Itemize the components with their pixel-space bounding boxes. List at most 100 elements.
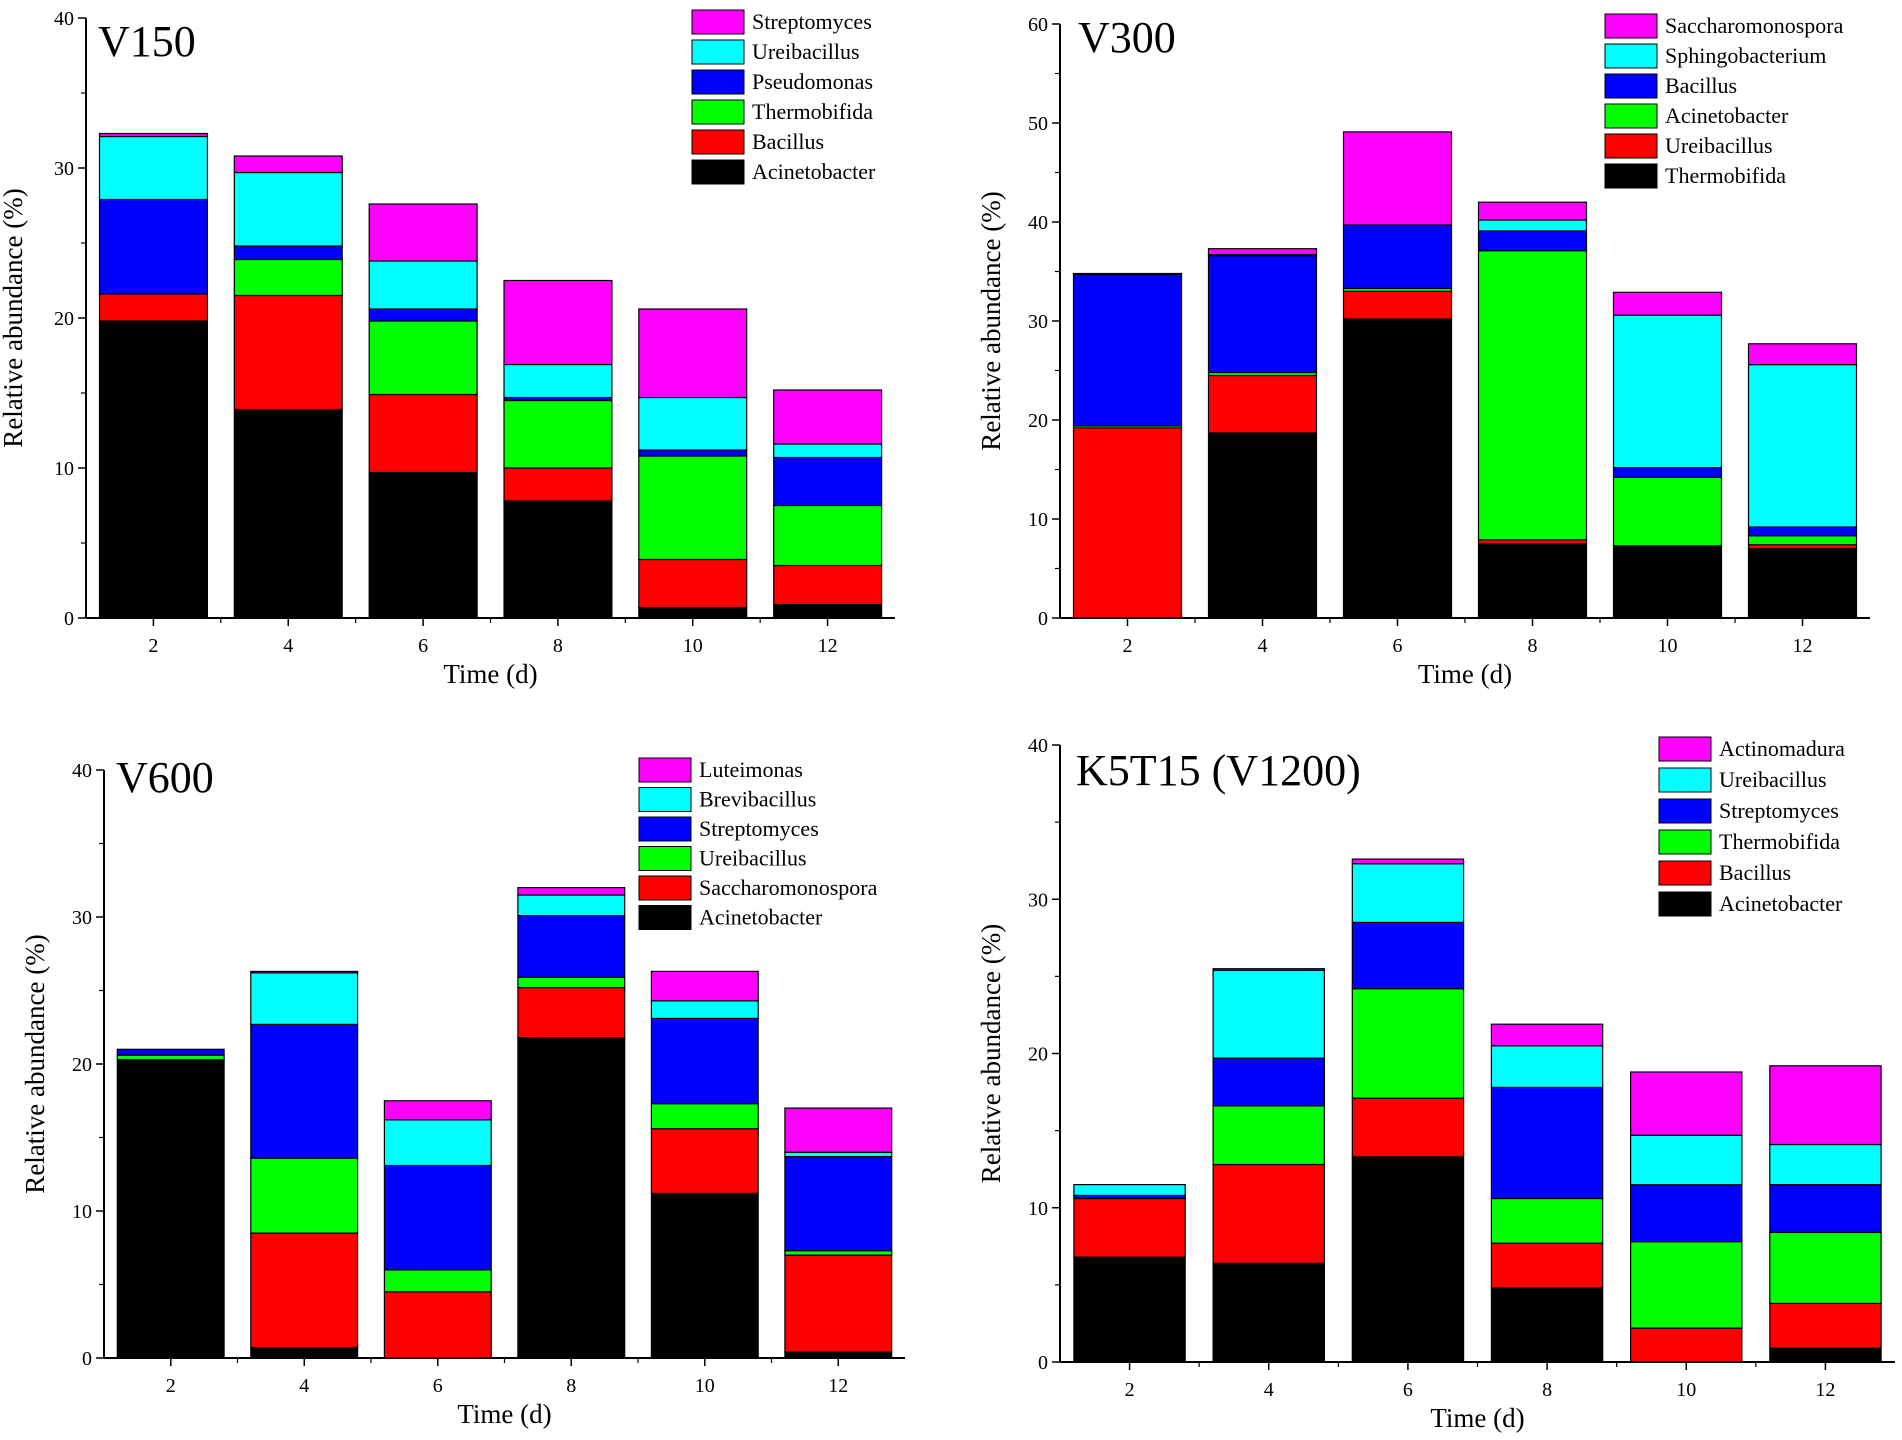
bar-segment-ureibacillus-day-10 [650, 1103, 759, 1130]
bar-segment-ureibacillus-day-6 [383, 1269, 492, 1293]
y-tick-label: 20 [72, 1054, 92, 1076]
bar-segment-sphingobacterium-day-8 [1477, 219, 1588, 232]
bar-segment-bacillus-day-10 [638, 558, 748, 609]
y-tick-label: 30 [54, 158, 74, 180]
bar-segment-bacillus-day-12 [1747, 526, 1858, 537]
bar-segment-thermobifida-day-4 [1207, 432, 1318, 619]
bar-segment-saccharomonospora-day-6 [383, 1291, 492, 1359]
bars [116, 886, 893, 1359]
legend-label: Streptomyces [752, 9, 872, 34]
bar-segment-thermobifida-day-10 [1629, 1241, 1743, 1329]
bar-segment-bacillus-day-2 [98, 293, 209, 322]
bar-segment-bacillus-day-6 [1351, 1097, 1465, 1158]
bar-segment-ureibacillus-day-12 [1769, 1143, 1882, 1186]
bar-segment-brevibacillus-day-10 [650, 1000, 759, 1019]
x-tick-label: 12 [1793, 635, 1813, 657]
y-tick-label: 20 [54, 308, 74, 330]
x-tick-label: 8 [566, 1375, 576, 1397]
bar-segment-streptomyces-day-12 [773, 389, 883, 445]
panel-title: V150 [98, 17, 196, 66]
bar-segment-luteimonas-day-12 [784, 1107, 893, 1153]
bar-segment-bacillus-day-2 [1072, 273, 1183, 427]
x-tick-label: 12 [818, 635, 838, 657]
bar-segment-luteimonas-day-6 [383, 1100, 492, 1121]
x-tick-label: 2 [148, 635, 158, 657]
bar-segment-bacillus-day-8 [503, 467, 613, 502]
panel-title: V600 [116, 753, 214, 802]
bar-segment-bacillus-day-8 [1477, 230, 1588, 252]
legend-swatch-ureibacillus [1658, 767, 1712, 793]
bars [1072, 131, 1858, 619]
x-tick-label: 6 [1393, 635, 1403, 657]
x-axis-title: Time (d) [1418, 659, 1512, 689]
x-tick-label: 8 [553, 635, 563, 657]
bar-segment-bacillus-day-4 [1212, 1163, 1325, 1264]
bar-segment-pseudomonas-day-10 [638, 449, 748, 457]
y-tick-label: 60 [1028, 14, 1048, 36]
legend-swatch-bacillus [1658, 860, 1712, 886]
x-tick-label: 2 [166, 1375, 176, 1397]
bars [98, 132, 883, 619]
bar-segment-thermobifida-day-8 [1477, 543, 1588, 619]
bar-segment-actinomadura-day-10 [1629, 1071, 1743, 1136]
bar-segment-luteimonas-day-10 [650, 970, 759, 1002]
bar-segment-thermobifida-day-10 [1612, 546, 1723, 619]
legend-label: Bacillus [752, 129, 824, 154]
legend-swatch-saccharomonospora [638, 875, 692, 901]
x-tick-label: 2 [1123, 635, 1133, 657]
y-tick-label: 0 [1038, 1352, 1048, 1374]
bar-segment-streptomyces-day-2 [98, 132, 209, 138]
bar-segment-sphingobacterium-day-2 [1072, 272, 1183, 276]
bar-segment-acinetobacter-day-8 [1477, 250, 1588, 541]
y-tick-label: 10 [54, 458, 74, 480]
bar-segment-acinetobacter-day-8 [503, 500, 613, 619]
bar-segment-brevibacillus-day-8 [517, 894, 626, 917]
legend: Saccharomonospora Sphingobacterium Bacillu… [1604, 13, 1844, 189]
bar-segment-saccharomonospora-day-12 [1747, 343, 1858, 366]
bar-segment-pseudomonas-day-6 [368, 308, 478, 322]
legend-label: Streptomyces [699, 816, 819, 841]
bars [1073, 858, 1882, 1363]
bar-segment-brevibacillus-day-12 [784, 1151, 893, 1158]
x-tick-label: 10 [695, 1375, 715, 1397]
bar-segment-thermobifida-day-6 [1342, 318, 1453, 619]
x-tick-label: 12 [1815, 1379, 1835, 1401]
bar-segment-ureibacillus-day-2 [98, 135, 209, 201]
y-tick-label: 10 [1028, 509, 1048, 531]
y-tick-label: 30 [1028, 311, 1048, 333]
bar-segment-thermobifida-day-8 [1490, 1197, 1604, 1244]
legend-label: Sphingobacterium [1665, 43, 1826, 68]
y-tick-label: 0 [82, 1348, 92, 1370]
bar-segment-luteimonas-day-4 [250, 970, 359, 974]
bar-segment-bacillus-day-10 [1629, 1327, 1743, 1363]
bar-segment-sphingobacterium-day-12 [1747, 364, 1858, 528]
bar-segment-acinetobacter-day-4 [1212, 1262, 1325, 1363]
y-tick-label: 20 [1028, 1044, 1048, 1066]
bar-segment-streptomyces-day-12 [784, 1155, 893, 1252]
bar-segment-streptomyces-day-12 [1769, 1183, 1882, 1233]
legend-label: Acinetobacter [1719, 891, 1843, 916]
legend-swatch-ureibacillus [1604, 133, 1658, 159]
legend-label: Acinetobacter [699, 905, 823, 930]
legend-swatch-pseudomonas [691, 69, 745, 95]
bar-segment-acinetobacter-day-12 [1769, 1347, 1882, 1363]
legend-label: Saccharomonospora [699, 875, 878, 900]
legend: Actinomadura Ureibacillus Streptomyces Ther… [1658, 736, 1845, 917]
x-axis-title: Time (d) [1430, 1403, 1524, 1433]
legend-swatch-streptomyces [691, 9, 745, 35]
y-axis-title: Relative abundance (%) [0, 188, 28, 447]
bar-segment-streptomyces-day-10 [1629, 1183, 1743, 1243]
bar-segment-bacillus-day-6 [368, 393, 478, 474]
bar-segment-streptomyces-day-10 [638, 308, 748, 399]
bar-segment-acinetobacter-day-4 [233, 408, 343, 619]
legend-label: Brevibacillus [699, 787, 816, 812]
bar-segment-streptomyces-day-6 [1351, 921, 1465, 990]
legend-swatch-sphingobacterium [1604, 43, 1658, 69]
bar-segment-saccharomonospora-day-10 [650, 1128, 759, 1194]
bar-segment-saccharomonospora-day-6 [1342, 131, 1453, 226]
x-tick-label: 4 [1264, 1379, 1274, 1401]
bar-segment-acinetobacter-day-2 [98, 320, 209, 619]
bar-segment-streptomyces-day-10 [650, 1017, 759, 1105]
legend-label: Acinetobacter [752, 159, 876, 184]
legend-label: Acinetobacter [1665, 103, 1789, 128]
